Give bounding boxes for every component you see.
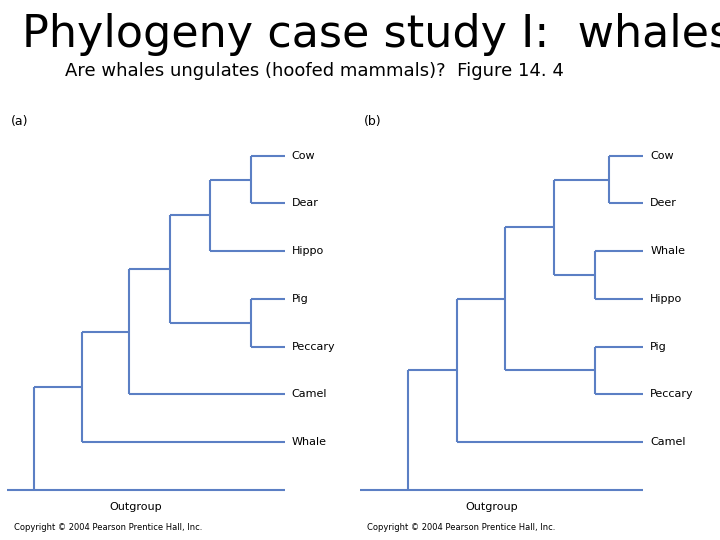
Text: Phylogeny case study I:  whales: Phylogeny case study I: whales bbox=[22, 14, 720, 57]
Text: Cow: Cow bbox=[292, 151, 315, 161]
Text: Outgroup: Outgroup bbox=[109, 502, 162, 512]
Text: Camel: Camel bbox=[650, 437, 686, 447]
Text: Copyright © 2004 Pearson Prentice Hall, Inc.: Copyright © 2004 Pearson Prentice Hall, … bbox=[367, 523, 556, 532]
Text: Pig: Pig bbox=[292, 294, 308, 304]
Text: Copyright © 2004 Pearson Prentice Hall, Inc.: Copyright © 2004 Pearson Prentice Hall, … bbox=[14, 523, 203, 532]
Text: Deer: Deer bbox=[650, 198, 678, 208]
Text: Dear: Dear bbox=[292, 198, 318, 208]
Text: (b): (b) bbox=[364, 115, 381, 128]
Text: Cow: Cow bbox=[650, 151, 674, 161]
Text: Pig: Pig bbox=[650, 342, 667, 352]
Text: Peccary: Peccary bbox=[650, 389, 694, 399]
Text: Whale: Whale bbox=[292, 437, 326, 447]
Text: (a): (a) bbox=[11, 115, 28, 128]
Text: Hippo: Hippo bbox=[292, 246, 324, 256]
Text: Outgroup: Outgroup bbox=[465, 502, 518, 512]
Text: Are whales ungulates (hoofed mammals)?  Figure 14. 4: Are whales ungulates (hoofed mammals)? F… bbox=[65, 62, 564, 80]
Text: Hippo: Hippo bbox=[650, 294, 683, 304]
Text: Whale: Whale bbox=[650, 246, 685, 256]
Text: Camel: Camel bbox=[292, 389, 327, 399]
Text: Peccary: Peccary bbox=[292, 342, 335, 352]
